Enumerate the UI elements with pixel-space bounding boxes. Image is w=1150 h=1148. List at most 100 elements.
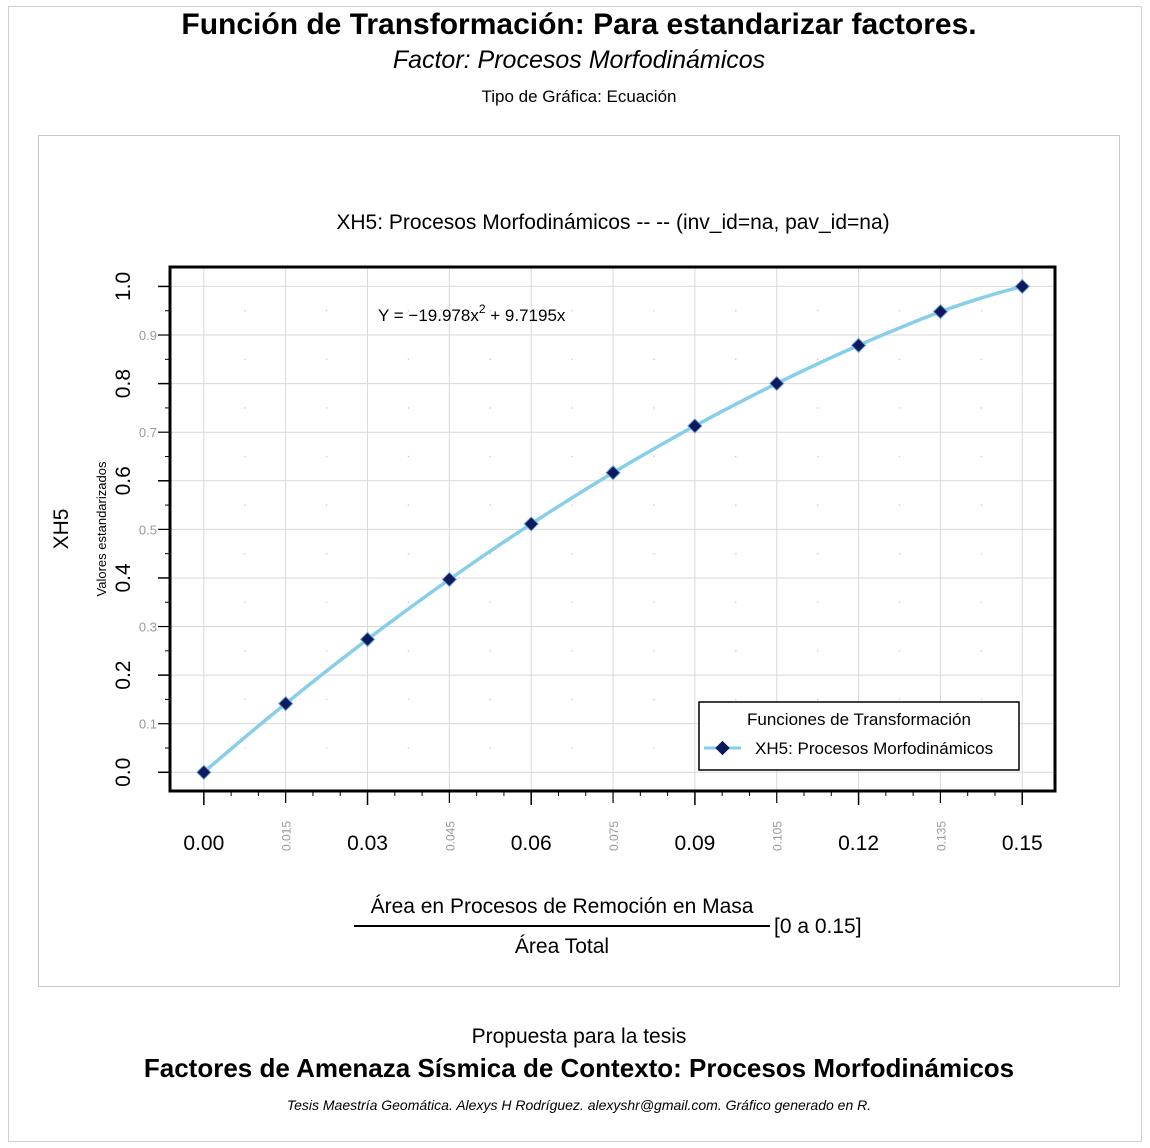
grid-dot bbox=[325, 552, 328, 555]
grid-dot bbox=[407, 552, 410, 555]
grid-dot bbox=[816, 650, 819, 652]
grid-dot bbox=[980, 698, 983, 701]
grid-dot bbox=[898, 601, 901, 604]
grid-dot bbox=[980, 650, 983, 652]
grid-dot bbox=[571, 358, 573, 361]
grid-dot bbox=[735, 698, 737, 701]
grid-dot bbox=[816, 601, 819, 604]
data-point bbox=[769, 375, 785, 392]
footer-credit: Tesis Maestría Geomática. Alexys H Rodrí… bbox=[286, 1097, 872, 1113]
y-tick-label: 1.0 bbox=[112, 272, 135, 301]
x-minor-tick-label: 0.045 bbox=[443, 821, 457, 851]
grid-dot bbox=[325, 455, 328, 458]
x-axis-numerator: Área en Procesos de Remoción en Masa bbox=[371, 895, 754, 918]
x-minor-tick-label: 0.075 bbox=[607, 821, 621, 851]
footer-proposal-label: Propuesta para la tesis bbox=[471, 1025, 687, 1048]
grid-dot bbox=[571, 504, 573, 506]
grid-dot bbox=[407, 455, 410, 458]
x-tick-label: 0.12 bbox=[838, 832, 879, 855]
grid-dot bbox=[898, 552, 901, 555]
y-tick-label: 0.8 bbox=[112, 369, 135, 398]
grid-dot bbox=[407, 407, 410, 409]
grid-dot bbox=[735, 650, 737, 652]
grid-dot bbox=[325, 747, 328, 749]
grid-dot bbox=[816, 309, 819, 312]
grid-dot bbox=[489, 698, 492, 701]
grid-dot bbox=[489, 455, 492, 458]
data-point bbox=[932, 303, 949, 320]
x-axis-range: [0 a 0.15] bbox=[774, 915, 862, 938]
chart-type-label: Tipo de Gráfica: Ecuación bbox=[481, 87, 677, 106]
x-minor-tick-label: 0.135 bbox=[934, 821, 948, 851]
grid-dot bbox=[489, 747, 492, 749]
grid-dot bbox=[407, 650, 410, 652]
y-tick-label: 0.2 bbox=[112, 661, 135, 690]
grid-dot bbox=[243, 504, 246, 506]
series-points bbox=[196, 278, 1030, 781]
grid-dot bbox=[243, 407, 246, 409]
grid-dot bbox=[653, 407, 655, 409]
grid-dot bbox=[898, 309, 901, 312]
grid-dot bbox=[898, 455, 901, 458]
factor-subtitle: Factor: Procesos Morfodinámicos bbox=[392, 46, 766, 74]
transformation-chart: XH5: Procesos Morfodinámicos -- -- (inv_… bbox=[50, 211, 1057, 958]
legend: Funciones de Transformación XH5: Proceso… bbox=[698, 701, 1020, 771]
grid-dot bbox=[243, 698, 246, 701]
page-frame bbox=[8, 6, 1142, 1142]
grid-dot bbox=[325, 407, 328, 409]
grid-dot bbox=[243, 358, 246, 361]
equation-label: Y = −19.978x2 + 9.7195x bbox=[378, 302, 566, 325]
data-point bbox=[605, 465, 621, 481]
grid-dot bbox=[980, 504, 983, 506]
y-axis-title: XH5 bbox=[50, 509, 73, 550]
y-tick-label: 0.6 bbox=[112, 466, 135, 495]
grid-dot bbox=[489, 309, 492, 312]
y-tick-label: 0.4 bbox=[112, 563, 135, 593]
data-point bbox=[359, 631, 376, 648]
grid-dot bbox=[571, 698, 573, 701]
grid-dot bbox=[325, 358, 328, 361]
grid-dot bbox=[407, 504, 410, 506]
grid-dot bbox=[243, 455, 246, 458]
grid-dot bbox=[243, 601, 246, 604]
data-point bbox=[850, 337, 867, 354]
grid-dot bbox=[407, 747, 410, 749]
grid-dot bbox=[653, 650, 655, 652]
data-point bbox=[1014, 278, 1030, 295]
data-point bbox=[277, 695, 294, 712]
legend-title: Funciones de Transformación bbox=[747, 710, 971, 729]
x-minor-tick-label: 0.015 bbox=[280, 821, 294, 851]
grid-dot bbox=[735, 601, 737, 604]
grid-dot bbox=[653, 455, 655, 458]
y-minor-tick-label: 0.5 bbox=[139, 522, 157, 537]
grid-dot bbox=[243, 552, 246, 555]
x-axis-denominator: Área Total bbox=[515, 935, 609, 958]
grid-dot bbox=[571, 552, 573, 555]
grid-dot bbox=[407, 601, 410, 604]
grid-dot bbox=[243, 747, 246, 749]
grid-dot bbox=[735, 504, 737, 506]
legend-marker-swatch bbox=[715, 740, 730, 756]
axis-ticks: 0.00 0.03 0.06 0.09 0.12 0.15 0.015 0.045 0.075 0… bbox=[112, 272, 1043, 855]
grid-dot bbox=[816, 698, 819, 701]
chart-title: XH5: Procesos Morfodinámicos -- -- (inv_… bbox=[336, 211, 889, 234]
grid-dot bbox=[243, 650, 246, 652]
grid-dot bbox=[980, 552, 983, 555]
x-tick-label: 0.09 bbox=[674, 832, 715, 855]
grid-dot bbox=[407, 309, 410, 312]
grid-dot bbox=[571, 309, 573, 312]
y-minor-tick-label: 0.7 bbox=[139, 425, 157, 440]
x-tick-label: 0.15 bbox=[1002, 832, 1043, 855]
grid-dot bbox=[898, 698, 901, 701]
grid-dot bbox=[325, 698, 328, 701]
x-tick-label: 0.03 bbox=[347, 832, 388, 855]
grid-dot bbox=[980, 455, 983, 458]
grid-dot bbox=[653, 601, 655, 604]
grid-dot bbox=[735, 552, 737, 555]
grid-dot bbox=[653, 698, 655, 701]
y-tick-label: 0.0 bbox=[112, 758, 135, 787]
grid-dot bbox=[735, 455, 737, 458]
plot-border bbox=[168, 265, 1057, 793]
grid-dot bbox=[653, 747, 655, 749]
grid-dot bbox=[735, 358, 737, 361]
